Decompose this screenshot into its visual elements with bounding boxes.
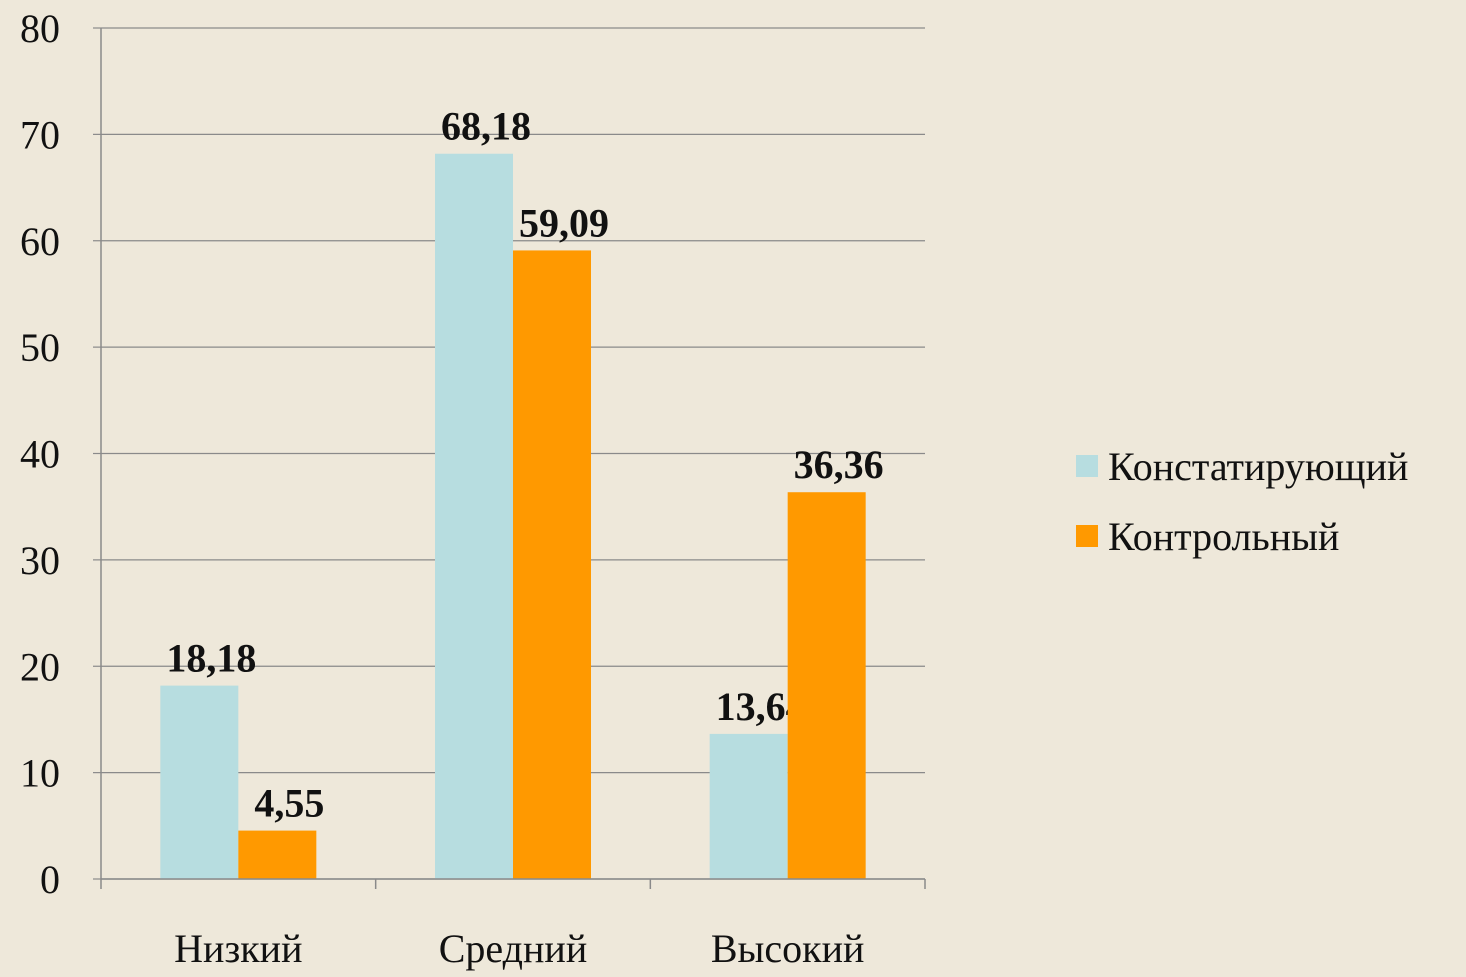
legend-swatch	[1076, 525, 1098, 547]
y-tick-label: 80	[20, 6, 60, 51]
value-label: 4,55	[254, 781, 324, 826]
x-tick-label: Низкий	[174, 926, 302, 971]
bar	[709, 733, 788, 879]
bar	[238, 830, 317, 879]
legend-label: Контрольный	[1108, 514, 1339, 559]
x-tick-label: Средний	[439, 926, 587, 971]
value-label: 68,18	[441, 104, 531, 149]
y-tick-label: 70	[20, 112, 60, 157]
legend-swatch	[1076, 455, 1098, 477]
bar	[787, 492, 866, 879]
y-tick-label: 50	[20, 325, 60, 370]
y-tick-label: 30	[20, 538, 60, 583]
bar	[513, 250, 591, 880]
y-tick-label: 60	[20, 219, 60, 264]
value-label: 36,36	[794, 442, 884, 487]
y-tick-label: 0	[40, 857, 60, 902]
legend-label: Констатирующий	[1108, 444, 1408, 489]
y-tick-label: 20	[20, 644, 60, 689]
value-label: 18,18	[166, 636, 256, 681]
value-label: 59,09	[519, 200, 609, 245]
bar	[435, 153, 513, 880]
y-tick-label: 10	[20, 751, 60, 796]
y-tick-label: 40	[20, 432, 60, 477]
bar	[160, 685, 239, 879]
x-tick-label: Высокий	[711, 926, 865, 971]
